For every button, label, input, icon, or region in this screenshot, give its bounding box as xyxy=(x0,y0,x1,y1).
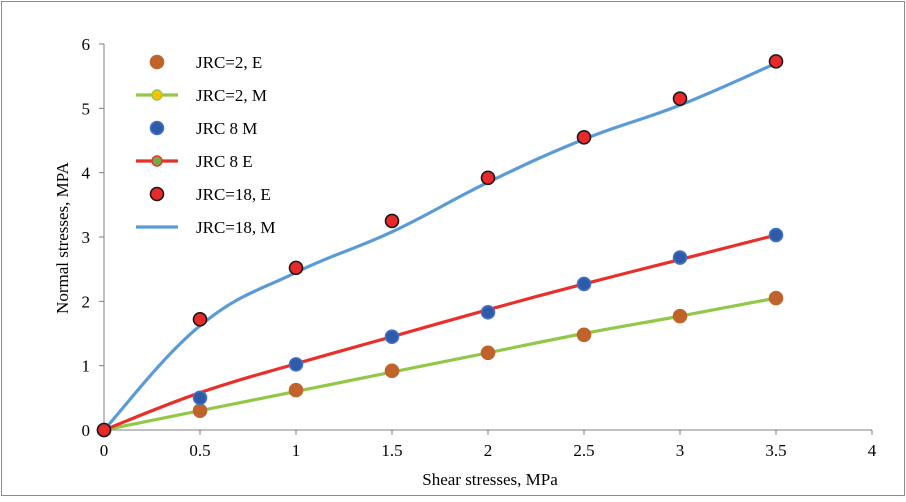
x-tick-label: 2 xyxy=(484,441,493,460)
y-tick-label: 3 xyxy=(82,228,91,247)
y-tick-label: 5 xyxy=(82,99,91,118)
x-tick-label: 1.5 xyxy=(381,441,402,460)
x-tick-label: 0.5 xyxy=(189,441,210,460)
legend-swatch-marker xyxy=(151,89,163,101)
axes: 0 0.5 1 1.5 2 2.5 3 3.5 4 0 1 2 3 4 5 6 xyxy=(82,35,877,460)
data-point xyxy=(192,390,208,406)
data-point xyxy=(384,213,400,229)
data-point xyxy=(576,276,592,292)
legend-entry: JRC=2, E xyxy=(149,53,262,72)
data-point xyxy=(480,345,496,361)
y-tick-label: 1 xyxy=(82,357,91,376)
y-tick-label: 2 xyxy=(82,292,91,311)
data-point xyxy=(288,382,304,398)
data-point xyxy=(672,308,688,324)
data-point xyxy=(192,312,208,327)
legend-swatch-marker xyxy=(149,54,165,70)
data-point xyxy=(288,260,304,276)
x-tick-label: 1 xyxy=(292,441,301,460)
legend-label: JRC=18, M xyxy=(196,218,276,237)
data-point xyxy=(768,290,784,306)
data-point xyxy=(288,357,304,372)
legend-swatch-marker xyxy=(149,120,165,136)
legend-entry: JRC 8 E xyxy=(136,152,253,171)
y-tick-label: 0 xyxy=(82,421,91,440)
data-point xyxy=(480,304,496,320)
x-axis-title: Shear stresses, MPa xyxy=(422,470,558,489)
x-tick-label: 3.5 xyxy=(765,441,786,460)
x-tick-label: 0 xyxy=(100,441,109,460)
x-tick-label: 2.5 xyxy=(573,441,594,460)
legend-entry: JRC=2, M xyxy=(136,86,267,105)
legend-entry: JRC=18, M xyxy=(136,218,276,237)
x-tick-label: 4 xyxy=(868,441,877,460)
plot-series xyxy=(96,54,784,438)
data-point xyxy=(96,422,112,438)
x-tick-label: 3 xyxy=(676,441,685,460)
data-point xyxy=(672,250,688,265)
data-point xyxy=(768,227,784,243)
y-tick-label: 6 xyxy=(82,35,91,54)
y-tick-label: 4 xyxy=(82,164,91,183)
data-point xyxy=(384,329,400,345)
y-axis-title: Normal stresses, MPA xyxy=(53,161,72,314)
legend-label: JRC=18, E xyxy=(196,185,271,204)
legend-label: JRC 8 E xyxy=(196,152,253,171)
legend-swatch-marker xyxy=(149,186,165,202)
data-point xyxy=(192,403,208,419)
data-point xyxy=(768,54,784,69)
data-point xyxy=(576,327,592,343)
series-1 xyxy=(102,296,778,432)
legend-label: JRC 8 M xyxy=(196,119,257,138)
data-point xyxy=(384,363,400,379)
legend-entry: JRC=18, E xyxy=(149,185,271,204)
legend-label: JRC=2, M xyxy=(196,86,267,105)
legend-entry: JRC 8 M xyxy=(149,119,257,138)
data-point xyxy=(480,170,496,186)
data-point xyxy=(576,129,592,145)
data-point xyxy=(672,91,688,106)
series-line xyxy=(102,296,778,432)
series-4 xyxy=(96,54,784,438)
legend: JRC=2, E JRC=2, M JRC 8 M JRC 8 E JRC=18, E J… xyxy=(136,53,276,237)
legend-swatch-marker xyxy=(151,155,163,167)
legend-label: JRC=2, E xyxy=(196,53,262,72)
